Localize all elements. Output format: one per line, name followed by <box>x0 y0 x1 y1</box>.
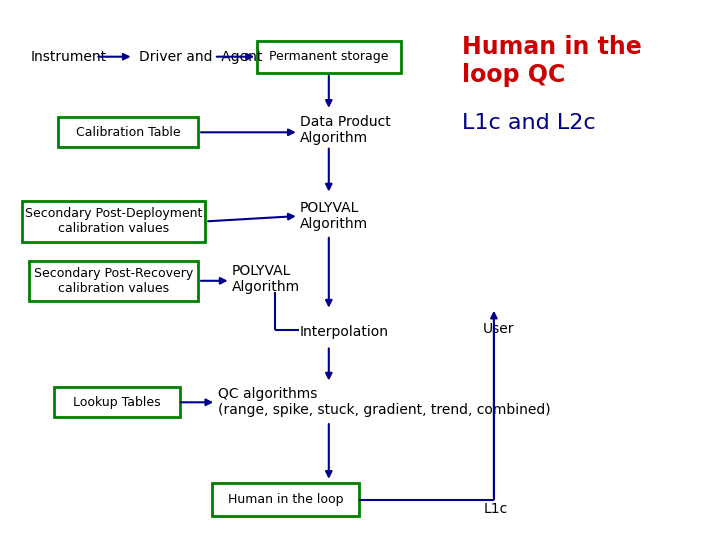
FancyBboxPatch shape <box>22 201 205 241</box>
Text: Driver and  Agent: Driver and Agent <box>138 50 262 64</box>
FancyBboxPatch shape <box>58 117 198 147</box>
Text: Calibration Table: Calibration Table <box>76 126 180 139</box>
Text: User: User <box>483 322 515 336</box>
Text: L1c: L1c <box>483 502 508 516</box>
Text: Lookup Tables: Lookup Tables <box>73 396 161 409</box>
Text: QC algorithms
(range, spike, stuck, gradient, trend, combined): QC algorithms (range, spike, stuck, grad… <box>217 387 550 417</box>
Text: Human in the
loop QC: Human in the loop QC <box>462 35 642 87</box>
FancyBboxPatch shape <box>257 40 400 73</box>
Text: Instrument: Instrument <box>31 50 107 64</box>
Text: L1c and L2c: L1c and L2c <box>462 113 595 133</box>
FancyBboxPatch shape <box>29 261 198 301</box>
Text: POLYVAL
Algorithm: POLYVAL Algorithm <box>232 264 300 294</box>
Text: Data Product
Algorithm: Data Product Algorithm <box>300 114 391 145</box>
Text: Secondary Post-Recovery
calibration values: Secondary Post-Recovery calibration valu… <box>34 267 193 295</box>
FancyBboxPatch shape <box>212 483 359 516</box>
FancyBboxPatch shape <box>54 388 180 417</box>
Text: Permanent storage: Permanent storage <box>269 50 389 63</box>
Text: POLYVAL
Algorithm: POLYVAL Algorithm <box>300 201 368 231</box>
Text: Human in the loop: Human in the loop <box>228 493 343 506</box>
Text: Secondary Post-Deployment
calibration values: Secondary Post-Deployment calibration va… <box>24 207 202 235</box>
Text: Interpolation: Interpolation <box>300 325 389 339</box>
